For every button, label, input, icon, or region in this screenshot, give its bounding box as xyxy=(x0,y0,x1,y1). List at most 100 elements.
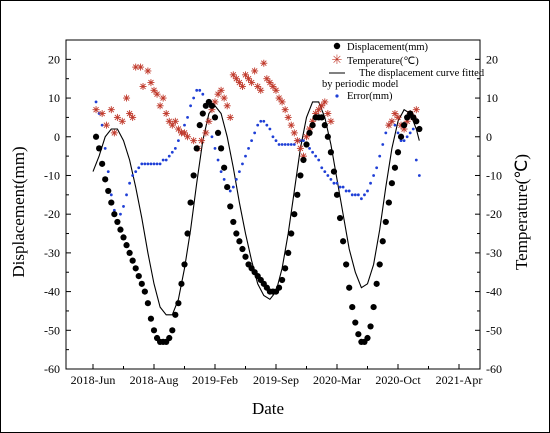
temperature-mark-d2 xyxy=(198,137,205,144)
error-point-98 xyxy=(393,123,397,127)
temperature-mark-d2 xyxy=(297,145,304,152)
legend-label-fitted-1: The displacement curve fitted xyxy=(359,68,485,79)
temperature-point-2 xyxy=(102,121,110,129)
displacement-point-5 xyxy=(108,199,115,206)
displacement-point-100 xyxy=(397,133,405,140)
error-point-57 xyxy=(268,127,272,131)
temperature-mark-d2 xyxy=(140,83,146,90)
error-point-11 xyxy=(128,181,132,185)
error-point-50 xyxy=(247,146,250,150)
displacement-point-78 xyxy=(330,168,338,175)
temperature-point-58 xyxy=(287,121,295,129)
temperature-mark-d2 xyxy=(260,60,267,67)
displacement-point-9 xyxy=(120,234,127,241)
y2-tick-label-7: 10 xyxy=(486,91,498,105)
temperature-point-0 xyxy=(92,106,100,114)
error-point-76 xyxy=(326,174,330,177)
error-point-40 xyxy=(216,158,220,162)
error-point-93 xyxy=(378,154,382,158)
error-point-19 xyxy=(152,162,156,166)
y-tick-label-8: 20 xyxy=(48,52,60,66)
temperature-point-5 xyxy=(113,113,121,121)
displacement-point-99 xyxy=(394,149,402,156)
y2-tick-label-1: -50 xyxy=(486,323,502,337)
error-point-71 xyxy=(311,150,314,154)
displacement-point-3 xyxy=(102,176,109,183)
error-point-75 xyxy=(323,170,327,174)
displacement-point-10 xyxy=(123,242,130,249)
temperature-mark-d2 xyxy=(386,122,392,128)
temperature-mark-d2 xyxy=(294,137,301,144)
x-tick-label-4: 2020-Mar xyxy=(313,373,361,387)
temperature-point-15 xyxy=(150,86,158,94)
displacement-point-30 xyxy=(184,230,191,237)
temperature-mark-d2 xyxy=(172,118,179,125)
temperature-mark-d2 xyxy=(227,114,234,121)
temperature-point-71 xyxy=(327,117,335,125)
displacement-point-61 xyxy=(279,276,286,284)
y2-tick-label-4: -20 xyxy=(486,207,502,221)
displacement-point-106 xyxy=(416,125,423,133)
temperature-mark-d2 xyxy=(99,110,105,117)
temperature-point-12 xyxy=(139,82,147,90)
temperature-mark-d2 xyxy=(245,75,252,82)
temperature-point-81 xyxy=(412,106,420,114)
temperature-point-34 xyxy=(214,90,222,98)
temperature-mark-d2 xyxy=(224,102,231,109)
temperature-point-39 xyxy=(229,71,237,79)
displacement-point-94 xyxy=(379,238,386,245)
displacement-point-69 xyxy=(303,141,310,148)
displacement-point-39 xyxy=(211,114,219,121)
displacement-point-45 xyxy=(230,218,237,226)
temperature-mark-d2 xyxy=(282,106,288,113)
displacement-point-86 xyxy=(355,331,362,338)
error-point-27 xyxy=(177,139,180,143)
temperature-point-53 xyxy=(272,86,280,94)
displacement-point-18 xyxy=(147,315,155,322)
displacement-point-40 xyxy=(214,129,222,136)
error-point-9 xyxy=(122,205,125,208)
temperature-mark-d2 xyxy=(111,130,118,136)
temperature-point-13 xyxy=(144,67,152,75)
temperature-point-29 xyxy=(198,137,206,145)
temperature-mark-d2 xyxy=(251,68,258,74)
temperature-mark-d2 xyxy=(203,130,209,136)
temperature-point-45 xyxy=(248,79,256,87)
displacement-point-34 xyxy=(196,122,203,129)
displacement-point-60 xyxy=(275,284,283,291)
error-point-56 xyxy=(265,123,269,127)
error-series-group xyxy=(94,88,421,224)
displacement-point-26 xyxy=(172,311,179,318)
displacement-point-17 xyxy=(144,300,151,307)
temperature-mark-d2 xyxy=(215,91,221,98)
temperature-point-72 xyxy=(385,121,393,129)
temperature-point-22 xyxy=(171,117,179,125)
displacement-point-90 xyxy=(367,323,374,330)
temperature-point-56 xyxy=(281,106,289,114)
y-tick-label-7: 10 xyxy=(48,91,60,105)
temperature-mark-d2 xyxy=(114,114,121,121)
error-point-100 xyxy=(399,139,403,143)
x-tick-label-5: 2020-Oct xyxy=(375,373,421,387)
error-point-33 xyxy=(195,88,199,92)
fitted-curve-line xyxy=(92,101,420,316)
error-point-34 xyxy=(198,88,202,92)
x-tick-label-1: 2018-Aug xyxy=(130,373,179,387)
temperature-point-69 xyxy=(321,98,329,106)
fitted-curve-group xyxy=(92,101,420,316)
temperature-mark-d2 xyxy=(257,87,264,94)
temperature-point-14 xyxy=(147,79,155,87)
displacement-point-0 xyxy=(92,133,100,140)
temperature-mark-d2 xyxy=(267,79,273,86)
displacement-point-8 xyxy=(117,226,124,233)
error-point-29 xyxy=(183,123,186,127)
temperature-point-67 xyxy=(315,106,323,114)
temperature-point-20 xyxy=(165,117,173,125)
temperature-mark-d2 xyxy=(137,64,144,70)
temperature-mark-d2 xyxy=(315,106,322,113)
displacement-point-44 xyxy=(227,203,234,210)
temperature-point-73 xyxy=(388,117,396,125)
temperature-point-27 xyxy=(190,137,198,145)
legend-label-temperature: Temperature(℃) xyxy=(347,56,419,67)
temperature-point-38 xyxy=(226,113,234,121)
